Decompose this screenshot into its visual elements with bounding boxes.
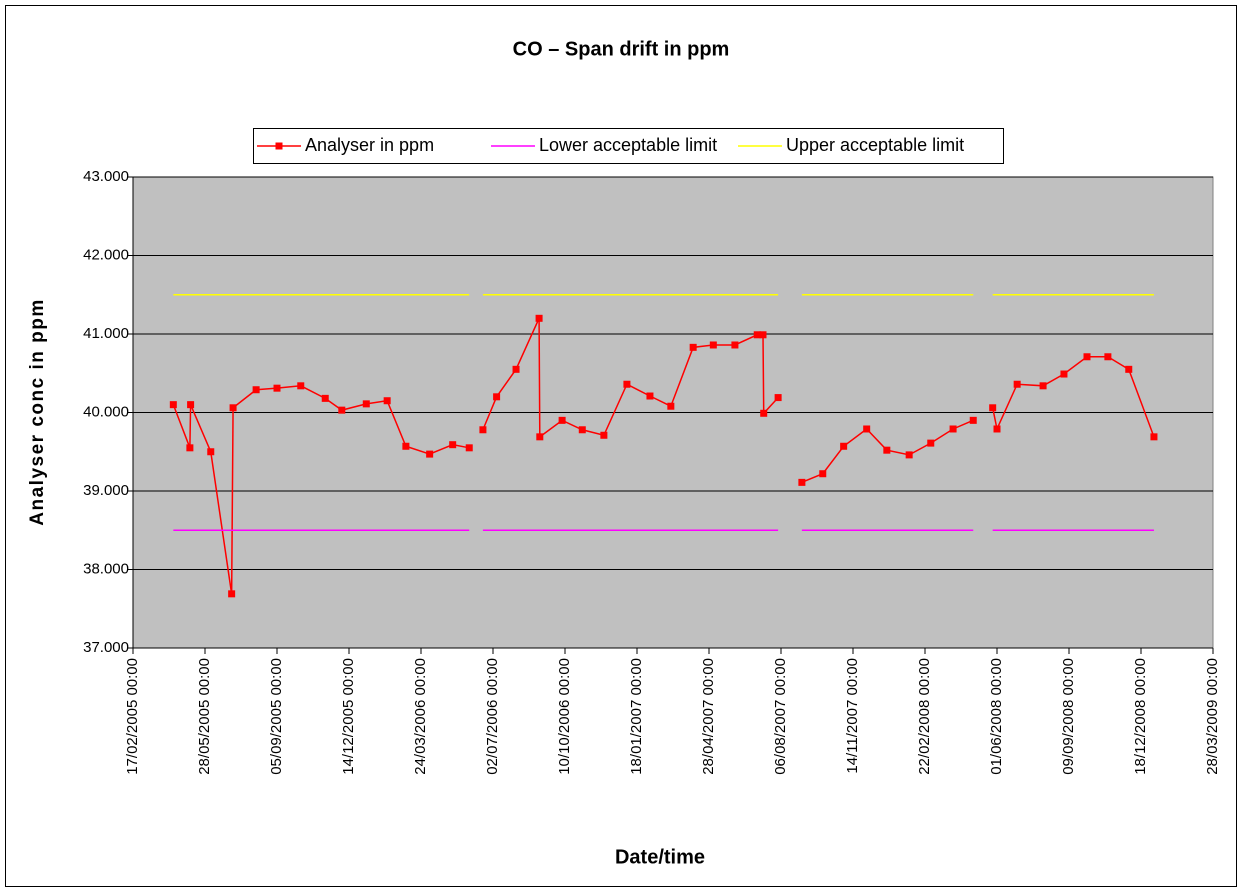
data-point bbox=[1150, 433, 1158, 441]
data-point bbox=[1083, 353, 1091, 361]
data-point bbox=[905, 451, 913, 459]
data-point bbox=[402, 442, 410, 450]
y-tick-label: 40.000 bbox=[83, 403, 129, 420]
x-tick-label: 18/01/2007 00:00 bbox=[628, 658, 645, 775]
chart-title: CO – Span drift in ppm bbox=[513, 38, 730, 60]
data-point bbox=[186, 444, 194, 452]
data-point bbox=[969, 416, 977, 424]
data-point bbox=[229, 404, 237, 412]
data-point bbox=[535, 314, 543, 322]
y-tick-label: 39.000 bbox=[83, 482, 129, 499]
data-point bbox=[989, 404, 997, 412]
data-point bbox=[338, 406, 346, 414]
y-tick-label: 43.000 bbox=[83, 168, 129, 185]
y-tick-label: 37.000 bbox=[83, 639, 129, 656]
data-point bbox=[798, 478, 806, 486]
x-tick-label: 22/02/2008 00:00 bbox=[916, 658, 933, 775]
x-tick-label: 09/09/2008 00:00 bbox=[1060, 658, 1077, 775]
data-point bbox=[646, 392, 654, 400]
x-tick-label: 14/12/2005 00:00 bbox=[340, 658, 357, 775]
data-point bbox=[362, 400, 370, 408]
data-point bbox=[623, 380, 631, 388]
x-tick-label: 05/09/2005 00:00 bbox=[268, 658, 285, 775]
data-point bbox=[840, 442, 848, 450]
data-point bbox=[689, 343, 697, 351]
legend-label: Upper acceptable limit bbox=[786, 135, 964, 155]
x-tick-label: 10/10/2006 00:00 bbox=[556, 658, 573, 775]
data-point bbox=[512, 365, 520, 373]
data-point bbox=[759, 331, 767, 339]
data-point bbox=[883, 446, 891, 454]
data-point bbox=[993, 425, 1001, 433]
data-point bbox=[1104, 353, 1112, 361]
y-tick-label: 38.000 bbox=[83, 560, 129, 577]
x-tick-label: 01/06/2008 00:00 bbox=[988, 658, 1005, 775]
data-point bbox=[927, 439, 935, 447]
data-point bbox=[1125, 365, 1133, 373]
data-point bbox=[297, 382, 305, 390]
data-point bbox=[819, 470, 827, 478]
y-tick-label: 41.000 bbox=[83, 325, 129, 342]
data-point bbox=[863, 425, 871, 433]
data-point bbox=[578, 426, 586, 434]
data-point bbox=[493, 393, 501, 401]
x-tick-label: 18/12/2008 00:00 bbox=[1132, 658, 1149, 775]
data-point bbox=[426, 450, 434, 458]
data-point bbox=[321, 394, 329, 402]
data-point bbox=[536, 433, 544, 441]
data-point bbox=[169, 401, 177, 409]
data-point bbox=[774, 394, 782, 402]
data-point bbox=[207, 448, 215, 456]
data-point bbox=[709, 341, 717, 349]
legend-marker bbox=[275, 142, 283, 150]
data-point bbox=[1039, 382, 1047, 390]
x-tick-label: 06/08/2007 00:00 bbox=[772, 658, 789, 775]
x-tick-label: 17/02/2005 00:00 bbox=[124, 658, 141, 775]
legend-label: Analyser in ppm bbox=[305, 135, 434, 155]
y-axis-label: Analyser conc in ppm bbox=[27, 298, 48, 525]
x-tick-label: 28/04/2007 00:00 bbox=[700, 658, 717, 775]
data-point bbox=[273, 384, 281, 392]
x-tick-label: 14/11/2007 00:00 bbox=[844, 658, 861, 774]
x-tick-label: 24/03/2006 00:00 bbox=[412, 658, 429, 775]
data-point bbox=[187, 401, 195, 409]
data-point bbox=[252, 386, 260, 394]
data-point bbox=[1013, 380, 1021, 388]
data-point bbox=[949, 425, 957, 433]
legend-label: Lower acceptable limit bbox=[539, 135, 717, 155]
x-tick-label: 02/07/2006 00:00 bbox=[484, 658, 501, 775]
data-point bbox=[753, 331, 761, 339]
x-axis-label: Date/time bbox=[615, 846, 705, 868]
data-point bbox=[760, 409, 768, 417]
data-point bbox=[667, 402, 675, 410]
data-point bbox=[479, 426, 487, 434]
data-point bbox=[1060, 370, 1068, 378]
x-tick-label: 28/05/2005 00:00 bbox=[196, 658, 213, 775]
legend-box bbox=[253, 128, 1004, 164]
data-point bbox=[600, 431, 608, 439]
y-tick-label: 42.000 bbox=[83, 246, 129, 263]
data-point bbox=[228, 590, 236, 598]
x-tick-label: 28/03/2009 00:00 bbox=[1204, 658, 1221, 775]
data-point bbox=[383, 397, 391, 405]
data-point bbox=[731, 341, 739, 349]
data-point bbox=[465, 444, 473, 452]
data-point bbox=[449, 441, 457, 449]
data-point bbox=[558, 416, 566, 424]
